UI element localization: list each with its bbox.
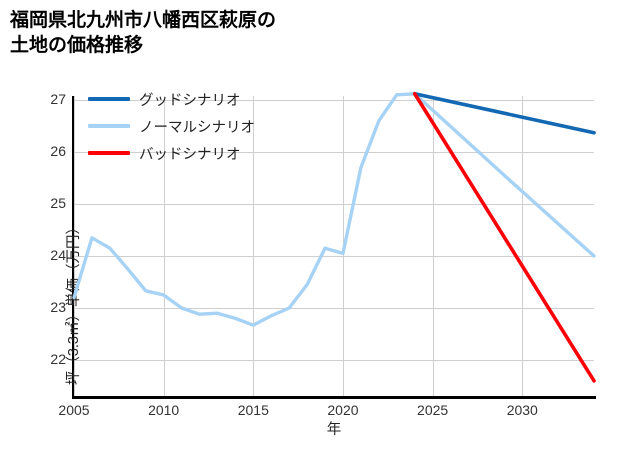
gridline-vertical (163, 96, 165, 396)
y-tick-label: 27 (50, 91, 66, 107)
series-line (412, 91, 596, 383)
x-axis-title: 年 (326, 422, 342, 438)
x-tick-label: 2015 (237, 402, 269, 418)
x-axis-spine (72, 396, 596, 399)
gridline-vertical (74, 96, 75, 396)
x-tick-label: 2020 (327, 402, 359, 418)
y-tick-label: 25 (50, 195, 66, 211)
legend-color-swatch-icon (88, 151, 130, 155)
series-line (72, 92, 596, 327)
gridline-horizontal (74, 204, 594, 205)
x-tick-label: 2005 (58, 402, 90, 418)
gridline-horizontal (74, 100, 594, 101)
chart-legend: グッドシナリオ ノーマルシナリオ バッドシナリオ (88, 90, 255, 163)
legend-color-swatch-icon (88, 124, 130, 128)
gridline-horizontal (74, 308, 594, 309)
gridline-horizontal (74, 360, 594, 361)
y-tick-label: 23 (50, 299, 66, 315)
legend-item[interactable]: ノーマルシナリオ (88, 117, 255, 136)
legend-item[interactable]: グッドシナリオ (88, 90, 255, 109)
gridline-vertical (432, 96, 434, 396)
plot-area: 22 23 24 25 26 27 2005 2010 2015 2020 2025 2030 坪（… (50, 91, 596, 438)
x-tick-label: 2030 (506, 402, 538, 418)
gridline-horizontal (74, 152, 594, 153)
chart-title: 福岡県北九州市八幡西区萩原の 土地の価格推移 (10, 10, 277, 57)
y-tick-label: 22 (50, 351, 66, 367)
gridline-horizontal (74, 256, 594, 257)
legend-color-swatch-icon (88, 97, 130, 101)
series-line (412, 91, 596, 135)
legend-label: グッドシナリオ (139, 92, 241, 109)
legend-label: ノーマルシナリオ (139, 119, 255, 136)
gridline-vertical (522, 96, 524, 396)
gridline-vertical (253, 96, 255, 396)
y-axis-spine (72, 96, 75, 398)
x-tick-label: 2025 (417, 402, 449, 418)
y-tick-label: 26 (50, 143, 66, 159)
legend-item[interactable]: バッドシナリオ (88, 144, 255, 163)
y-tick-label: 24 (50, 247, 66, 263)
legend-label: バッドシナリオ (139, 146, 241, 163)
x-tick-label: 2010 (148, 402, 180, 418)
data-series-lines (72, 91, 596, 383)
